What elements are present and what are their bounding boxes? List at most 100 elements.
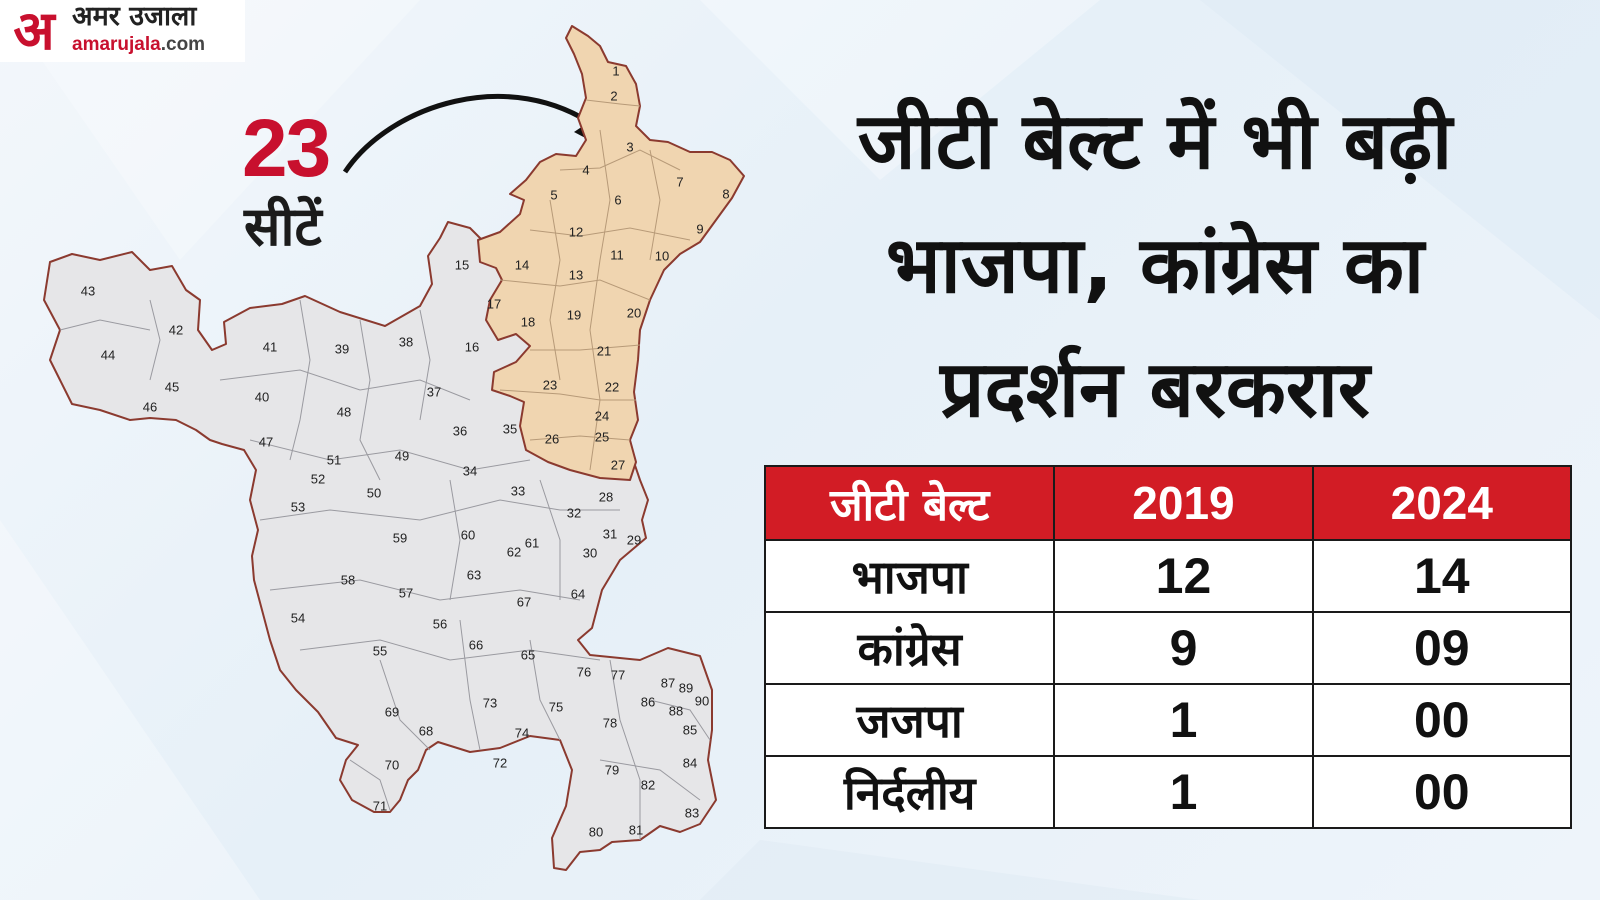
constituency-label: 51 (327, 452, 341, 467)
constituency-label: 58 (341, 572, 355, 587)
constituency-label: 43 (81, 283, 95, 298)
constituency-label: 84 (683, 755, 697, 770)
constituency-label: 49 (395, 448, 409, 463)
party-name: जजपा (763, 683, 1056, 757)
gt-belt-region (477, 25, 745, 481)
seats-label: सीटें (244, 195, 322, 258)
constituency-label: 27 (611, 457, 625, 472)
constituency-label: 76 (577, 664, 591, 679)
constituency-label: 69 (385, 704, 399, 719)
constituency-label: 86 (641, 694, 655, 709)
constituency-label: 2 (610, 88, 617, 103)
amarujala-logo[interactable]: अ अमर उजाला amarujala.com (0, 0, 245, 62)
constituency-label: 38 (399, 334, 413, 349)
constituency-label: 70 (385, 757, 399, 772)
constituency-label: 33 (511, 483, 525, 498)
constituency-label: 75 (549, 699, 563, 714)
constituency-label: 3 (626, 139, 633, 154)
constituency-label: 54 (291, 610, 305, 625)
constituency-label: 40 (255, 389, 269, 404)
constituency-label: 89 (679, 680, 693, 695)
constituency-label: 14 (515, 257, 529, 272)
logo-domain: amarujala.com (72, 34, 205, 56)
constituency-label: 74 (515, 725, 529, 740)
table-row: कांग्रेस 9 09 (763, 611, 1573, 685)
constituency-label: 72 (493, 755, 507, 770)
constituency-label: 41 (263, 339, 277, 354)
constituency-label: 34 (463, 463, 477, 478)
constituency-label: 23 (543, 377, 557, 392)
constituency-label: 9 (696, 221, 703, 236)
constituency-label: 71 (373, 798, 387, 813)
haryana-constituency-map: 1 2 3 4 5 6 7 8 9 10 11 12 13 14 15 16 1… (43, 25, 745, 871)
constituency-label: 37 (427, 384, 441, 399)
seats-2024: 00 (1311, 683, 1573, 757)
constituency-label: 24 (595, 408, 609, 423)
constituency-label: 61 (525, 535, 539, 550)
headline-line-2: भाजपा, कांग्रेस का (885, 221, 1425, 311)
constituency-label: 48 (337, 404, 351, 419)
party-name: भाजपा (763, 539, 1056, 613)
header-2019: 2019 (1053, 465, 1314, 541)
constituency-label: 66 (469, 637, 483, 652)
seats-2019: 1 (1053, 683, 1314, 757)
constituency-label: 6 (614, 192, 621, 207)
seats-2019: 12 (1053, 539, 1314, 613)
headline-line-1: जीटी बेल्ट में भी बढ़ी (857, 97, 1453, 187)
seats-2019: 9 (1053, 611, 1314, 685)
gt-belt-boundaries (499, 99, 691, 471)
constituency-label: 15 (455, 257, 469, 272)
header-region: जीटी बेल्ट (763, 465, 1056, 541)
table-row: भाजपा 12 14 (763, 539, 1573, 613)
constituency-label: 22 (605, 379, 619, 394)
constituency-label: 11 (610, 247, 624, 262)
constituency-label: 62 (507, 544, 521, 559)
results-table: जीटी बेल्ट 2019 2024 भाजपा 12 14 कांग्रे… (763, 465, 1573, 829)
constituency-label: 64 (571, 586, 585, 601)
constituency-label: 1 (612, 63, 619, 78)
table-row: निर्दलीय 1 00 (763, 755, 1573, 829)
constituency-label: 25 (595, 429, 609, 444)
constituency-label: 83 (685, 805, 699, 820)
seats-2024: 09 (1311, 611, 1573, 685)
constituency-label: 55 (373, 643, 387, 658)
constituency-label: 80 (589, 824, 603, 839)
table-row: जजपा 1 00 (763, 683, 1573, 757)
constituency-label: 63 (467, 567, 481, 582)
constituency-label: 10 (655, 248, 669, 263)
constituency-label: 67 (517, 594, 531, 609)
constituency-label: 28 (599, 489, 613, 504)
constituency-label: 82 (641, 777, 655, 792)
constituency-label: 29 (627, 532, 641, 547)
constituency-label: 85 (683, 722, 697, 737)
constituency-label: 7 (676, 174, 683, 189)
callout-arrow (342, 94, 600, 174)
party-name: कांग्रेस (763, 611, 1056, 685)
constituency-label: 30 (583, 545, 597, 560)
constituency-label: 42 (169, 322, 183, 337)
constituency-label: 87 (661, 675, 675, 690)
constituency-label: 47 (259, 434, 273, 449)
constituency-label: 26 (545, 431, 559, 446)
constituency-label: 35 (503, 421, 517, 436)
constituency-label: 53 (291, 499, 305, 514)
constituency-label: 81 (629, 822, 643, 837)
header-2024: 2024 (1311, 465, 1573, 541)
constituency-label: 13 (569, 267, 583, 282)
constituency-label: 16 (465, 339, 479, 354)
gt-belt-seat-count: 23 (242, 103, 331, 194)
constituency-label: 17 (487, 296, 501, 311)
party-name: निर्दलीय (763, 755, 1056, 829)
headline: जीटी बेल्ट में भी बढ़ी भाजपा, कांग्रेस क… (720, 80, 1590, 452)
constituency-label: 32 (567, 505, 581, 520)
constituency-label: 12 (569, 224, 583, 239)
constituency-label: 4 (582, 162, 589, 177)
seats-2024: 00 (1311, 755, 1573, 829)
constituency-label: 19 (567, 307, 581, 322)
headline-line-3: प्रदर्शन बरकरार (940, 345, 1370, 435)
seats-2024: 14 (1311, 539, 1573, 613)
logo-english-name: amarujala (72, 34, 161, 55)
constituency-label: 31 (603, 526, 617, 541)
constituency-label: 8 (722, 186, 729, 201)
logo-hindi-name: अमर उजाला (72, 1, 197, 32)
